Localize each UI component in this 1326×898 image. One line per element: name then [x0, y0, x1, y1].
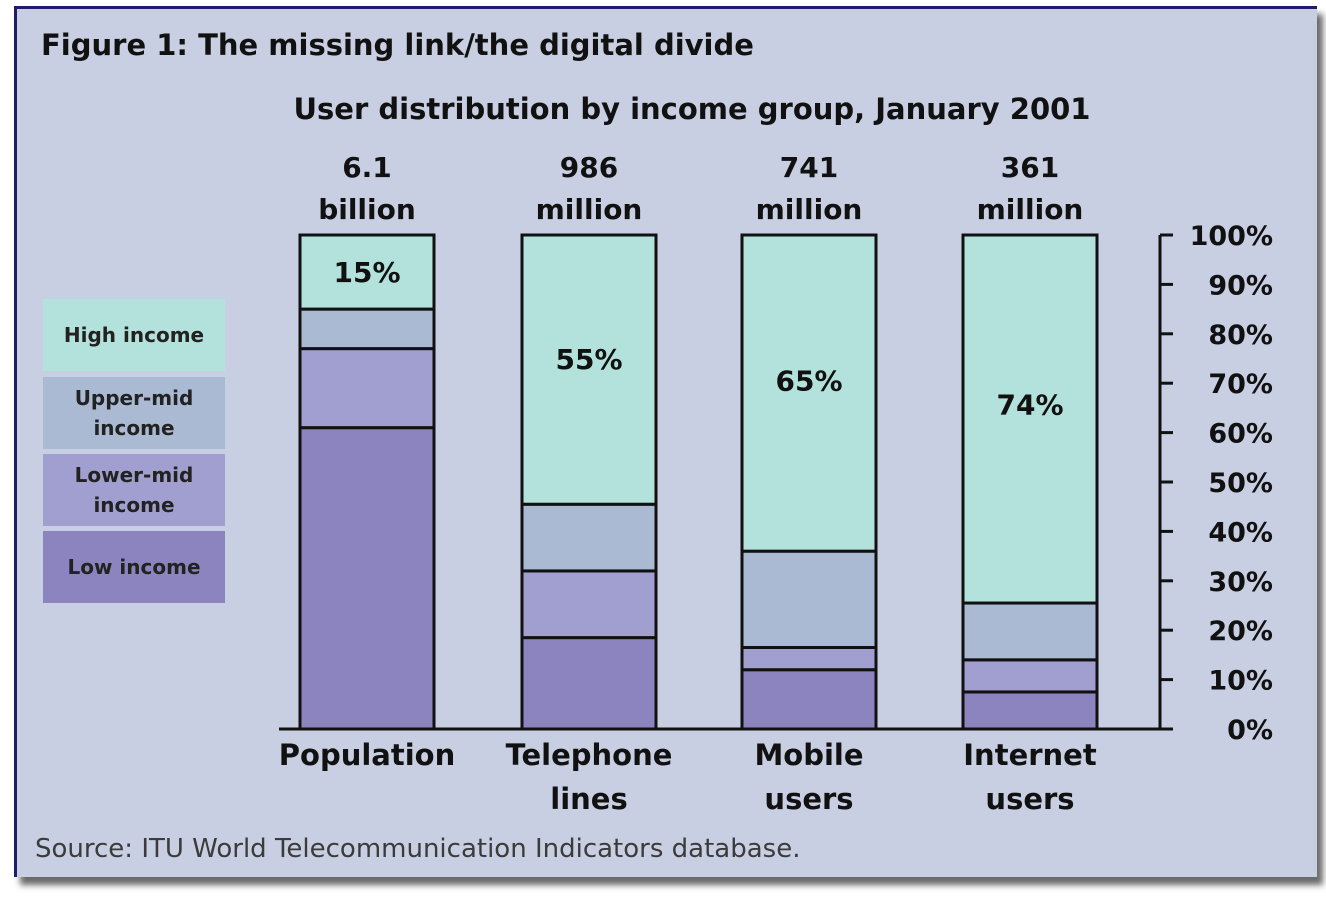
x-tick-label: users	[985, 782, 1074, 816]
y-tick-label: 60%	[1208, 419, 1273, 450]
legend-label: income	[93, 493, 174, 517]
bar-segment	[520, 502, 658, 573]
bar-total-label: million	[536, 193, 643, 226]
x-tick-label: users	[764, 782, 853, 816]
bar-segment	[298, 307, 436, 351]
bar-segment	[961, 690, 1099, 731]
bar-segment	[520, 569, 658, 640]
bar-total-label: million	[756, 193, 863, 226]
y-tick-label: 40%	[1208, 517, 1273, 548]
y-tick-label: 90%	[1208, 270, 1273, 301]
figure-panel: Figure 1: The missing link/the digital d…	[14, 6, 1317, 877]
source-note: Source: ITU World Telecommunication Indi…	[35, 834, 800, 864]
figure-title: Figure 1: The missing link/the digital d…	[41, 28, 754, 62]
legend-swatch	[43, 454, 225, 526]
y-tick-label: 100%	[1190, 221, 1273, 252]
bar-total-label: 361	[1001, 151, 1059, 184]
bar-segment	[520, 233, 658, 506]
legend: High income Upper-mid income Lower-mid incom…	[43, 299, 225, 603]
y-tick-label: 0%	[1227, 715, 1273, 746]
y-tick-label: 80%	[1208, 320, 1273, 351]
y-tick-label: 20%	[1208, 616, 1273, 647]
data-label: 55%	[555, 343, 622, 376]
y-tick-label: 30%	[1208, 567, 1273, 598]
x-tick-label: Telephone	[506, 738, 673, 772]
x-tick-label: Population	[279, 738, 455, 772]
bar-total-label: 986	[560, 151, 618, 184]
bar-segment	[520, 636, 658, 731]
y-axis: 0% 10% 20% 30% 40% 50% 60% 70% 80% 90% 100%	[279, 221, 1273, 746]
bar-segment	[740, 233, 878, 553]
bar-segment	[298, 347, 436, 430]
bar-segment	[298, 426, 436, 731]
bar-segment	[740, 668, 878, 731]
bar-segment	[298, 233, 436, 311]
legend-label: Low income	[67, 555, 200, 579]
bar-segment	[740, 645, 878, 672]
x-tick-label: Mobile	[754, 738, 863, 772]
legend-label: Lower-mid	[75, 463, 194, 487]
legend-label: income	[93, 416, 174, 440]
bar-segment	[740, 549, 878, 649]
bar-total-label: 6.1	[342, 151, 392, 184]
bar-segment	[961, 601, 1099, 662]
x-tick-label: lines	[550, 782, 627, 816]
legend-swatch	[43, 531, 225, 603]
data-label: 74%	[996, 388, 1063, 421]
legend-swatch	[43, 377, 225, 449]
chart: Figure 1: The missing link/the digital d…	[35, 28, 1273, 864]
data-label: 15%	[333, 256, 400, 289]
bar-total-label: 741	[780, 151, 838, 184]
x-tick-label: Internet	[963, 738, 1097, 772]
bar-total-label: million	[977, 193, 1084, 226]
y-tick-label: 50%	[1208, 468, 1273, 499]
data-label: 65%	[775, 364, 842, 397]
y-tick-label: 10%	[1208, 666, 1273, 697]
bar-segment	[961, 233, 1099, 605]
legend-swatch	[43, 299, 225, 371]
chart-title: User distribution by income group, Janua…	[294, 92, 1091, 126]
bar-segment	[961, 658, 1099, 694]
legend-label: High income	[64, 323, 204, 347]
legend-label: Upper-mid	[75, 386, 194, 410]
bar-total-label: billion	[318, 193, 416, 226]
y-tick-label: 70%	[1208, 369, 1273, 400]
bars: 15% 6.1 billion Population 55% 986 million Tele…	[279, 151, 1099, 816]
